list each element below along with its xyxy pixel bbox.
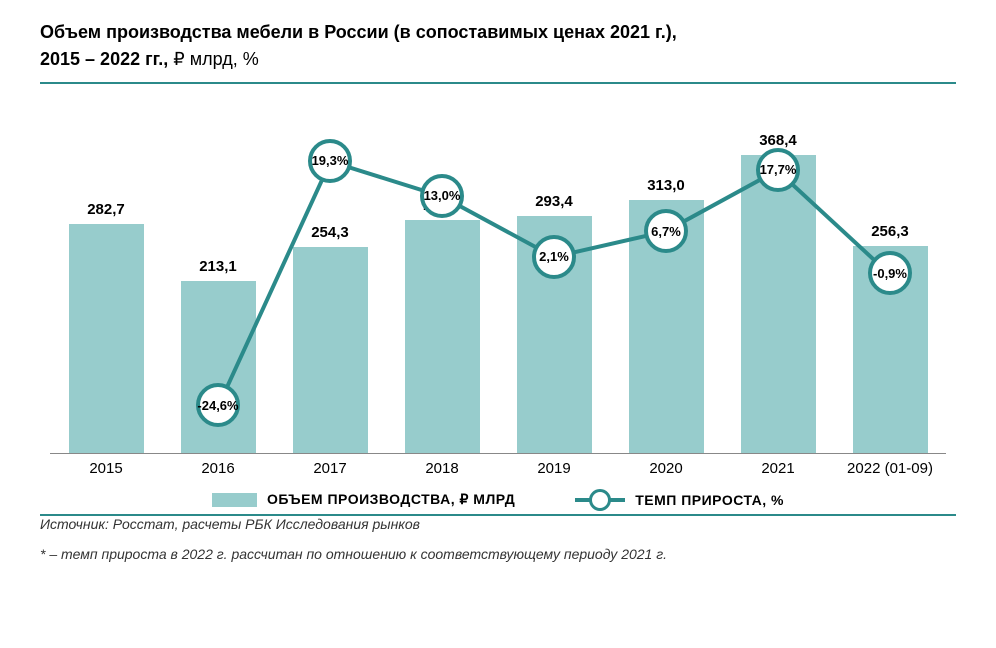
bar [405, 220, 480, 453]
x-axis-label: 2022 (01-09) [834, 460, 946, 477]
chart-plot-area: 282,7 213,1 254,3 287,3 293,4 313,0 368,4 256,3… [50, 94, 946, 454]
chart-container: 282,7 213,1 254,3 287,3 293,4 313,0 368,4 256,3… [40, 84, 956, 504]
legend-line-swatch [575, 498, 625, 502]
bar-value-label: 287,3 [423, 197, 461, 214]
x-axis-label: 2015 [50, 460, 162, 477]
bar [741, 155, 816, 453]
bar-value-label: 293,4 [535, 193, 573, 210]
bar-group: 282,7 [50, 201, 162, 453]
bar [293, 247, 368, 453]
x-axis-label: 2019 [498, 460, 610, 477]
x-axis-label: 2017 [274, 460, 386, 477]
bar-value-label: 282,7 [87, 201, 125, 218]
x-axis-label: 2020 [610, 460, 722, 477]
bar-value-label: 213,1 [199, 258, 237, 275]
legend-line: ТЕМП ПРИРОСТА, % [575, 492, 784, 508]
title-units: ₽ млрд, % [168, 49, 258, 69]
bar [181, 281, 256, 454]
source-text: Источник: Росстат, расчеты РБК Исследова… [40, 516, 956, 532]
bar [517, 216, 592, 454]
legend-line-label: ТЕМП ПРИРОСТА, % [635, 492, 784, 508]
bar-group: 254,3 [274, 224, 386, 453]
bar-value-label: 313,0 [647, 177, 685, 194]
bar-value-label: 256,3 [871, 223, 909, 240]
x-axis-label: 2018 [386, 460, 498, 477]
title-period: 2015 – 2022 гг., [40, 49, 168, 69]
bar-group: 368,4 [722, 132, 834, 453]
bar-value-label: 254,3 [311, 224, 349, 241]
x-axis-label: 2021 [722, 460, 834, 477]
chart-title-line1: Объем производства мебели в России (в со… [40, 20, 956, 45]
bar-group: 313,0 [610, 177, 722, 454]
bar-value-label: 368,4 [759, 132, 797, 149]
legend-bar-label: ОБЪЕМ ПРОИЗВОДСТВА, ₽ МЛРД [267, 491, 515, 508]
bar-group: 293,4 [498, 193, 610, 454]
bar-group: 213,1 [162, 258, 274, 454]
bottom-rule [40, 514, 956, 516]
x-axis-label: 2016 [162, 460, 274, 477]
bar [629, 200, 704, 454]
x-axis-labels: 20152016201720182019202020212022 (01-09) [50, 460, 946, 477]
bar-group: 256,3 [834, 223, 946, 454]
bar-series: 282,7 213,1 254,3 287,3 293,4 313,0 368,4 256,3 [50, 94, 946, 453]
chart-legend: ОБЪЕМ ПРОИЗВОДСТВА, ₽ МЛРД ТЕМП ПРИРОСТА… [40, 491, 956, 508]
bar [69, 224, 144, 453]
legend-bar: ОБЪЕМ ПРОИЗВОДСТВА, ₽ МЛРД [212, 491, 515, 508]
chart-title-line2: 2015 – 2022 гг., ₽ млрд, % [40, 49, 956, 70]
footnote-text: * – темп прироста в 2022 г. рассчитан по… [40, 546, 956, 562]
bar [853, 246, 928, 454]
legend-bar-swatch [212, 493, 257, 507]
bar-group: 287,3 [386, 197, 498, 453]
